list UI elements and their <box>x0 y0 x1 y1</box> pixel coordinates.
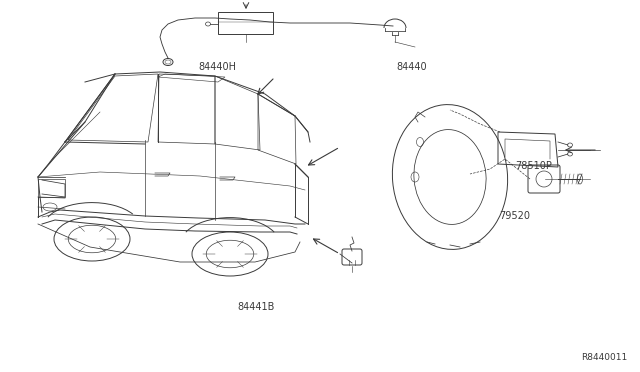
Text: R8440011: R8440011 <box>581 353 627 362</box>
Bar <box>38 179 65 197</box>
Bar <box>218 12 273 34</box>
Text: 79520: 79520 <box>499 211 530 221</box>
Text: 78510P: 78510P <box>515 161 552 170</box>
Text: 84440: 84440 <box>397 62 428 72</box>
Text: 84441B: 84441B <box>237 302 275 312</box>
Text: 84440H: 84440H <box>198 62 237 72</box>
